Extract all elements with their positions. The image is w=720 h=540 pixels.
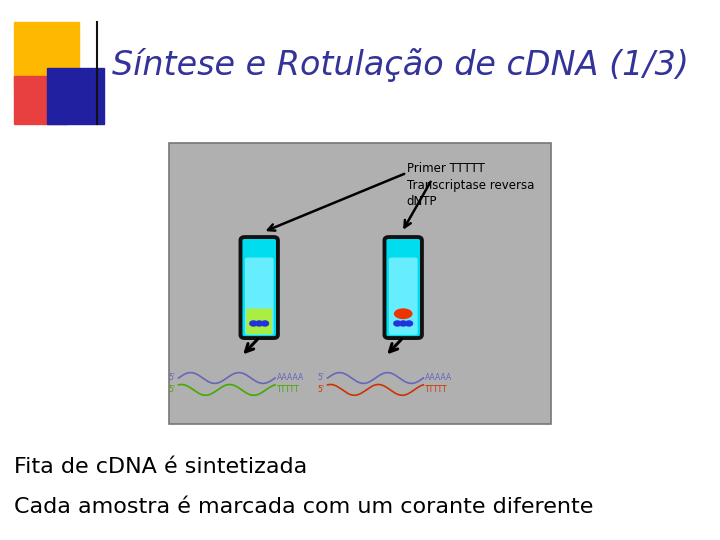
FancyBboxPatch shape	[245, 258, 274, 335]
FancyBboxPatch shape	[384, 237, 422, 338]
FancyBboxPatch shape	[240, 237, 278, 338]
FancyBboxPatch shape	[246, 308, 272, 334]
Circle shape	[249, 320, 258, 327]
Bar	[47, 68, 104, 124]
Text: AAAAA: AAAAA	[425, 373, 452, 382]
Text: Síntese e Rotulação de cDNA (1/3): Síntese e Rotulação de cDNA (1/3)	[112, 48, 688, 82]
Text: TTTTT: TTTTT	[425, 385, 447, 394]
Text: 5': 5'	[317, 385, 324, 394]
Circle shape	[393, 320, 402, 327]
FancyBboxPatch shape	[169, 143, 551, 424]
Circle shape	[405, 320, 413, 327]
Text: Fita de cDNA é sintetizada: Fita de cDNA é sintetizada	[14, 457, 307, 477]
Text: Primer TTTTT
Transcriptase reversa
dNTP: Primer TTTTT Transcriptase reversa dNTP	[407, 162, 534, 208]
Circle shape	[261, 320, 269, 327]
Text: Cada amostra é marcada com um corante diferente: Cada amostra é marcada com um corante di…	[14, 496, 594, 517]
Text: TTTTT: TTTTT	[276, 385, 299, 394]
Circle shape	[399, 320, 408, 327]
Circle shape	[255, 320, 264, 327]
Text: AAAAA: AAAAA	[276, 373, 304, 382]
FancyBboxPatch shape	[389, 258, 418, 335]
Text: 5': 5'	[317, 373, 324, 382]
Text: 5': 5'	[168, 373, 175, 382]
Ellipse shape	[394, 308, 413, 319]
Text: 5': 5'	[168, 385, 175, 394]
Bar	[14, 22, 79, 86]
Bar	[14, 76, 68, 124]
